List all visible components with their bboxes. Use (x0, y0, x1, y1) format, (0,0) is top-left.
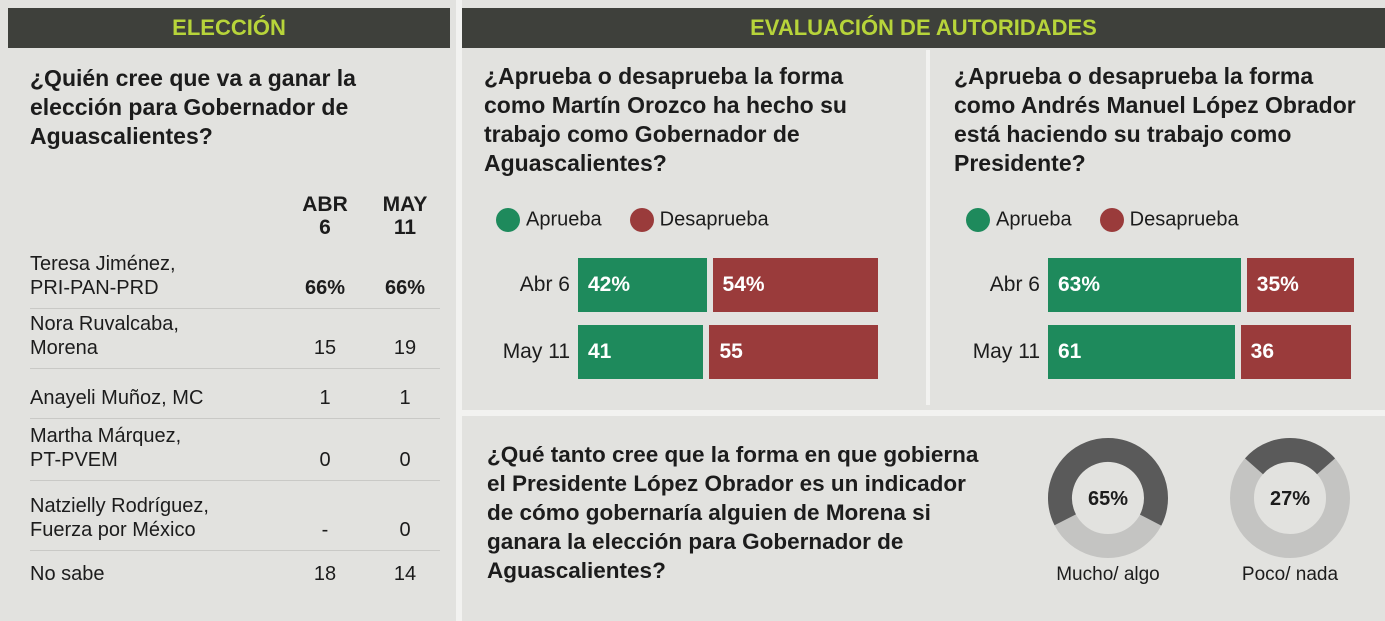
chart-title: ¿Aprueba o desaprueba la forma como Andr… (954, 63, 1356, 176)
table-cell: 66% (304, 277, 346, 299)
table-cell: 1 (399, 387, 411, 409)
election-panel: ELECCIÓN ¿Quién cree que va a ganar la e… (0, 0, 456, 621)
bar: 54% (712, 258, 878, 312)
donut-value: 27% (1270, 488, 1310, 510)
evaluation-panel: EVALUACIÓN DE AUTORIDADES ¿Aprueba o des… (462, 0, 1385, 410)
table-cell: 0 (319, 449, 331, 471)
table-cell: 1 (319, 387, 331, 409)
column-header: ABR 6 (290, 193, 360, 239)
value-label: 35% (1256, 273, 1299, 296)
table-cell: - (321, 519, 329, 541)
candidate-name: Martha Márquez, (30, 425, 182, 447)
legend-item: Desaprueba (629, 208, 769, 232)
legend-swatch (629, 208, 654, 232)
candidate-name: Nora Ruvalcaba, (30, 313, 179, 335)
table-cell: 18 (313, 563, 337, 585)
legend-label: Aprueba (526, 208, 602, 231)
value-label: 42% (588, 273, 631, 296)
donut-chart: ¿Qué tanto cree que la forma en que gobi… (462, 416, 1385, 621)
bar-chart: ¿Aprueba o desaprueba la forma como Mart… (462, 50, 924, 405)
donut-label: Poco/ nada (1241, 564, 1339, 585)
column-header-line: 11 (393, 216, 417, 239)
table-cell: 15 (313, 337, 337, 359)
table-cell: 19 (393, 337, 417, 359)
value-label: 61 (1058, 340, 1082, 363)
value-label: 36 (1250, 340, 1275, 363)
donuts: 65% 27% (1048, 438, 1350, 558)
column-header-line: 6 (319, 216, 331, 239)
election-question: ¿Quién cree que va a ganar la elección p… (30, 65, 356, 149)
table-row: Teresa Jiménez, PRI-PAN-PRD 66% 66% (30, 252, 440, 309)
table-row: Martha Márquez, PT-PVEM 0 0 (30, 424, 440, 481)
bar: 55 (709, 325, 878, 379)
candidate-name: PRI-PAN-PRD (30, 277, 159, 299)
value-label: 63% (1058, 273, 1101, 296)
column-header-line: MAY (382, 193, 428, 216)
value-label: 41 (588, 340, 612, 363)
candidate-name: Fuerza por México (30, 519, 196, 541)
candidate-name: PT-PVEM (30, 449, 118, 471)
bar: 63% (1048, 258, 1241, 312)
bar: 36 (1240, 325, 1351, 379)
table-row: Nora Ruvalcaba, Morena 15 19 (30, 312, 440, 369)
bar: 42% (578, 258, 707, 312)
category-label: May 11 (502, 340, 570, 363)
table-row: No sabe 18 14 (30, 562, 440, 594)
election-header: ELECCIÓN (8, 8, 450, 48)
donut-label: Mucho/ algo (1056, 564, 1160, 585)
candidate-name: Natzielly Rodríguez, (30, 495, 209, 517)
category-label: Abr 6 (989, 273, 1040, 296)
table-row: Natzielly Rodríguez, Fuerza por México - 0 (30, 494, 440, 551)
table-cell: 66% (384, 277, 426, 299)
table-cell: 14 (393, 563, 417, 585)
divider (926, 50, 930, 405)
donut-value: 65% (1088, 488, 1128, 510)
table-row: Anayeli Muñoz, MC 1 1 (30, 386, 440, 419)
candidate-name: Morena (30, 337, 98, 359)
chart-title: ¿Qué tanto cree que la forma en que gobi… (487, 442, 979, 583)
column-header: MAY 11 (370, 193, 440, 239)
legend-swatch (1099, 208, 1124, 232)
bar: 35% (1246, 258, 1354, 312)
value-label: 55 (719, 340, 743, 363)
evaluation-header: EVALUACIÓN DE AUTORIDADES (462, 8, 1385, 48)
legend-item: Aprueba (966, 208, 1072, 232)
legend: Aprueba Desaprueba (496, 208, 769, 232)
legend-label: Desaprueba (659, 208, 769, 231)
legend-swatch (496, 208, 520, 232)
legend: Aprueba Desaprueba (966, 208, 1239, 232)
bar: 61 (1048, 325, 1235, 379)
table-cell: 0 (399, 449, 411, 471)
bar: 41 (578, 325, 704, 379)
legend-item: Aprueba (496, 208, 602, 232)
legend-item: Desaprueba (1099, 208, 1239, 232)
candidate-name: Anayeli Muñoz, MC (30, 387, 204, 409)
bar-chart: ¿Aprueba o desaprueba la forma como Andr… (932, 50, 1385, 405)
chart-title: ¿Aprueba o desaprueba la forma como Mart… (484, 63, 847, 176)
legend-swatch (966, 208, 990, 232)
candidate-name: No sabe (30, 563, 105, 585)
table-cell: 0 (399, 519, 411, 541)
category-label: Abr 6 (519, 273, 570, 296)
legend-label: Aprueba (996, 208, 1072, 231)
candidate-name: Teresa Jiménez, (30, 253, 176, 275)
legend-label: Desaprueba (1129, 208, 1239, 231)
value-label: 54% (722, 273, 765, 296)
category-label: May 11 (972, 340, 1040, 363)
column-header-line: ABR (302, 193, 348, 216)
